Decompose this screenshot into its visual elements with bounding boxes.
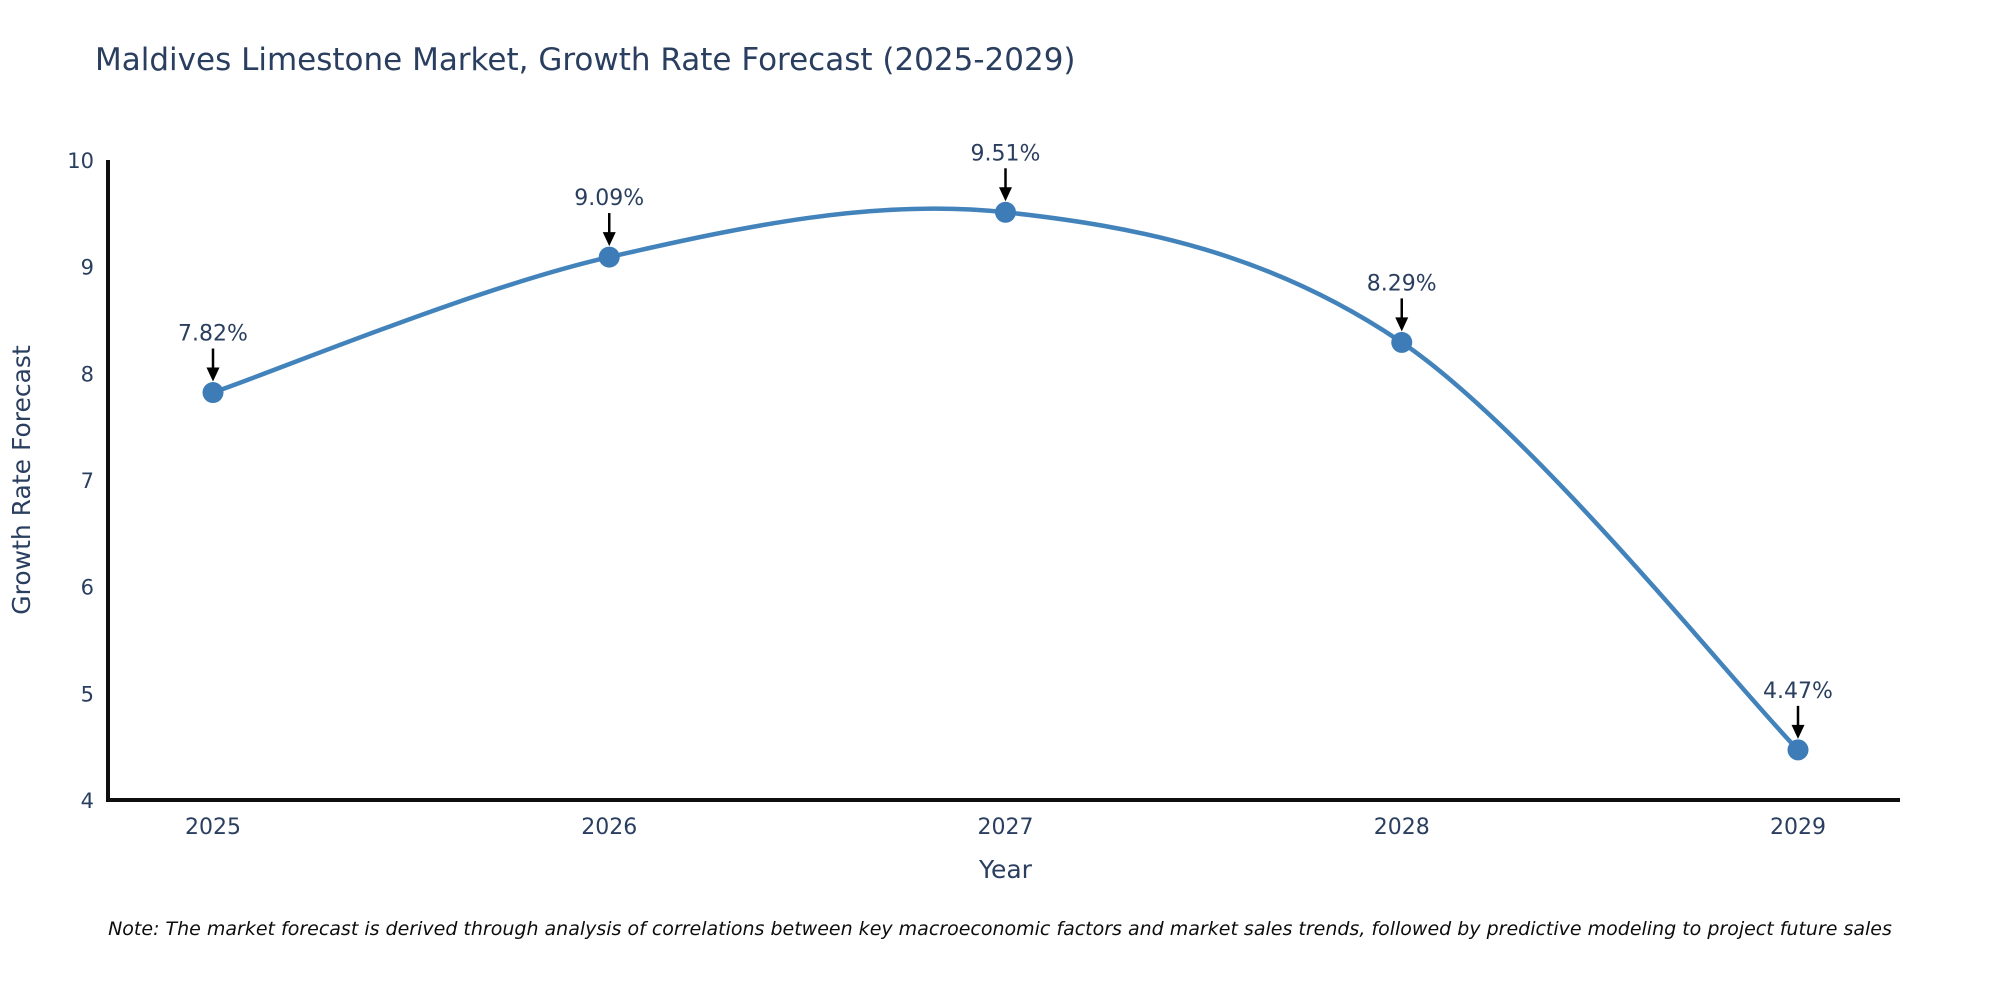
data-point-marker[interactable] [1391, 331, 1413, 353]
x-tick-label: 2026 [581, 815, 637, 840]
annotation-arrow-head [1395, 317, 1409, 332]
y-tick-label: 10 [67, 149, 94, 173]
chart-title: Maldives Limestone Market, Growth Rate F… [95, 42, 1076, 78]
data-point-marker[interactable] [995, 201, 1016, 223]
forecast-line-series [210, 206, 1801, 753]
data-point-label: 8.29% [1367, 271, 1437, 296]
x-tick-label: 2028 [1374, 815, 1430, 840]
annotation-arrow-head [999, 187, 1012, 202]
y-tick-label: 8 [81, 362, 94, 386]
y-tick-label: 4 [81, 789, 94, 813]
y-tick-label: 6 [81, 576, 94, 600]
x-tick-label: 2025 [185, 815, 241, 840]
x-tick-label: 2027 [978, 815, 1034, 840]
annotation-arrow-head [206, 367, 220, 382]
footnote: Note: The market forecast is derived thr… [108, 918, 1892, 940]
data-point-label: 9.51% [971, 141, 1041, 166]
data-point-label: 7.82% [178, 322, 248, 347]
annotation-arrow-head [1791, 724, 1805, 739]
data-point-marker[interactable] [1787, 739, 1809, 761]
data-point-marker[interactable] [202, 382, 224, 404]
data-point-label: 9.09% [574, 186, 644, 211]
annotation-arrow-head [602, 232, 616, 247]
y-axis-title: Growth Rate Forecast [7, 345, 36, 615]
y-tick-label: 7 [81, 469, 94, 493]
x-axis-title: Year [978, 855, 1033, 884]
y-tick-label: 5 [81, 682, 94, 706]
data-point-marker[interactable] [598, 246, 620, 268]
x-tick-label: 2029 [1770, 815, 1826, 840]
y-tick-label: 9 [81, 256, 94, 280]
data-point-label: 4.47% [1763, 679, 1833, 704]
